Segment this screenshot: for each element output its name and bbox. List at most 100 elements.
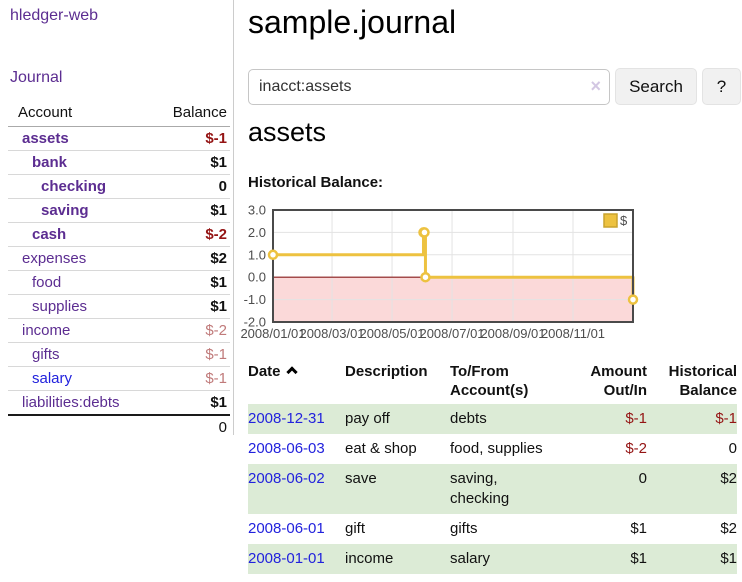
sidebar-account-balance: $1 <box>154 270 230 295</box>
y-axis-tick-label: 0.0 <box>248 270 266 285</box>
y-axis-tick-label: 2.0 <box>248 225 266 240</box>
y-axis-tick-label: 3.0 <box>248 203 266 218</box>
sidebar-account-row: expenses $2 <box>8 246 230 271</box>
page-title: sample.journal <box>248 4 457 40</box>
sidebar-account-row: salary $-1 <box>8 366 230 391</box>
transaction-accounts: food, supplies <box>450 440 543 457</box>
sidebar-account-row: checking 0 <box>8 174 230 199</box>
search-button[interactable]: Search <box>615 68 697 105</box>
sidebar-account-row: saving $1 <box>8 198 230 223</box>
amount-column-header: Amount Out/In <box>590 363 647 399</box>
historical-balance-chart: 3.0 2.0 1.0 0.0 -1.0 -2.02008/01/012008/03/01… <box>240 203 639 341</box>
chart-data-point <box>419 227 430 238</box>
sidebar-account-balance: $1 <box>154 294 230 319</box>
account-heading: assets <box>248 117 327 147</box>
sidebar-total-row: 0 <box>8 415 230 439</box>
sidebar-account-balance: $1 <box>154 390 230 416</box>
transaction-description: pay off <box>345 410 390 427</box>
sidebar-account-link[interactable]: food <box>32 274 62 291</box>
legend-swatch <box>603 213 618 228</box>
transaction-amount: $1 <box>630 550 647 567</box>
y-axis-tick-label: -2.0 <box>244 315 266 330</box>
transaction-description: income <box>345 550 394 567</box>
x-axis-tick-label: 2008/01/01 <box>240 326 305 341</box>
search-input[interactable] <box>248 69 610 105</box>
y-axis-tick-label: 1.0 <box>248 247 266 262</box>
sidebar-account-link[interactable]: salary <box>32 370 73 387</box>
nav-journal-link[interactable]: Journal <box>10 69 63 86</box>
transaction-balance: $-1 <box>715 410 737 427</box>
sidebar-account-link[interactable]: checking <box>41 178 107 195</box>
transaction-accounts: debts <box>450 410 487 427</box>
app-brand-link[interactable]: hledger-web <box>10 7 99 24</box>
transaction-amount: 0 <box>638 470 647 487</box>
sidebar-account-balance: $-1 <box>154 342 230 367</box>
transaction-row: 2008-12-31 pay off debts $-1 $-1 <box>248 404 737 434</box>
sidebar-account-link[interactable]: assets <box>22 130 69 147</box>
balance-column-header-register: Historical Balance <box>668 363 737 399</box>
sidebar-account-balance: $-2 <box>154 318 230 343</box>
sidebar-account-balance: $2 <box>154 246 230 271</box>
balance-column-header: Balance <box>154 102 230 127</box>
sidebar-account-balance: 0 <box>154 174 230 199</box>
x-axis-tick-label: 2008/03/01 <box>299 326 364 341</box>
transaction-row: 2008-01-01 income salary $1 $1 <box>248 544 737 574</box>
sidebar-account-link[interactable]: liabilities:debts <box>22 394 120 411</box>
transaction-description: save <box>345 470 377 487</box>
chart-border <box>272 209 634 323</box>
transaction-date-link[interactable]: 2008-06-03 <box>248 440 325 457</box>
help-button[interactable]: ? <box>702 68 741 105</box>
description-column-header: Description <box>345 363 428 380</box>
sidebar-accounts-table: Account Balance assets $-1 bank $1 checking 0… <box>8 102 230 439</box>
sidebar-account-link[interactable]: cash <box>32 226 67 243</box>
transaction-accounts: salary <box>450 550 491 567</box>
transaction-amount: $-1 <box>625 410 647 427</box>
transaction-row: 2008-06-02 save saving, checking 0 $2 <box>248 464 737 514</box>
sort-ascending-icon <box>285 366 298 378</box>
chart-title: Historical Balance: <box>248 174 384 191</box>
sidebar-account-balance: $1 <box>154 198 230 223</box>
chart-data-point <box>267 249 279 261</box>
accounts-column-header: To/From Account(s) <box>450 363 529 399</box>
transaction-amount: $1 <box>630 520 647 537</box>
date-column-header[interactable]: Date <box>248 362 345 404</box>
x-axis-tick-label: 2008/09/01 <box>480 326 545 341</box>
sidebar-account-link[interactable]: supplies <box>32 298 88 315</box>
transaction-amount: $-2 <box>625 440 647 457</box>
search-wrap: × <box>248 69 610 105</box>
transaction-date-link[interactable]: 2008-06-02 <box>248 470 325 487</box>
transaction-description: eat & shop <box>345 440 417 457</box>
sidebar-account-row: gifts $-1 <box>8 342 230 367</box>
transaction-date-link[interactable]: 2008-01-01 <box>248 550 325 567</box>
transaction-balance: $2 <box>720 520 737 537</box>
sidebar-account-row: income $-2 <box>8 318 230 343</box>
transaction-row: 2008-06-01 gift gifts $1 $2 <box>248 514 737 544</box>
sidebar-account-balance: $-1 <box>154 366 230 391</box>
search-clear-icon[interactable]: × <box>590 76 601 96</box>
sidebar-account-row: food $1 <box>8 270 230 295</box>
transaction-balance: 0 <box>728 440 737 457</box>
sidebar-account-balance: $-2 <box>154 222 230 247</box>
sidebar-account-balance: $1 <box>154 150 230 175</box>
legend-label: $ <box>620 213 628 228</box>
register-header-row: Date Description To/From Account(s) Amou… <box>248 362 737 404</box>
account-column-header: Account <box>8 102 155 127</box>
transaction-date-link[interactable]: 2008-12-31 <box>248 410 325 427</box>
sidebar-account-link[interactable]: income <box>22 322 71 339</box>
transaction-accounts: gifts <box>450 520 478 537</box>
sidebar-account-link[interactable]: bank <box>32 154 68 171</box>
sidebar-account-link[interactable]: saving <box>41 202 89 219</box>
transaction-description: gift <box>345 520 366 537</box>
transaction-row: 2008-06-03 eat & shop food, supplies $-2 0 <box>248 434 737 464</box>
transaction-date-link[interactable]: 2008-06-01 <box>248 520 325 537</box>
sidebar-account-link[interactable]: gifts <box>32 346 60 363</box>
x-axis-tick-label: 2008/11/01 <box>541 326 605 341</box>
sidebar-account-balance: $-1 <box>205 130 227 147</box>
sidebar-account-row: liabilities:debts $1 <box>8 390 230 416</box>
sidebar-account-link[interactable]: expenses <box>22 250 87 267</box>
chart-data-point <box>420 271 431 283</box>
transaction-balance: $1 <box>720 550 737 567</box>
sidebar-account-row: bank $1 <box>8 150 230 175</box>
y-axis-tick-label: -1.0 <box>244 292 266 307</box>
sidebar-account-row: cash $-2 <box>8 222 230 247</box>
